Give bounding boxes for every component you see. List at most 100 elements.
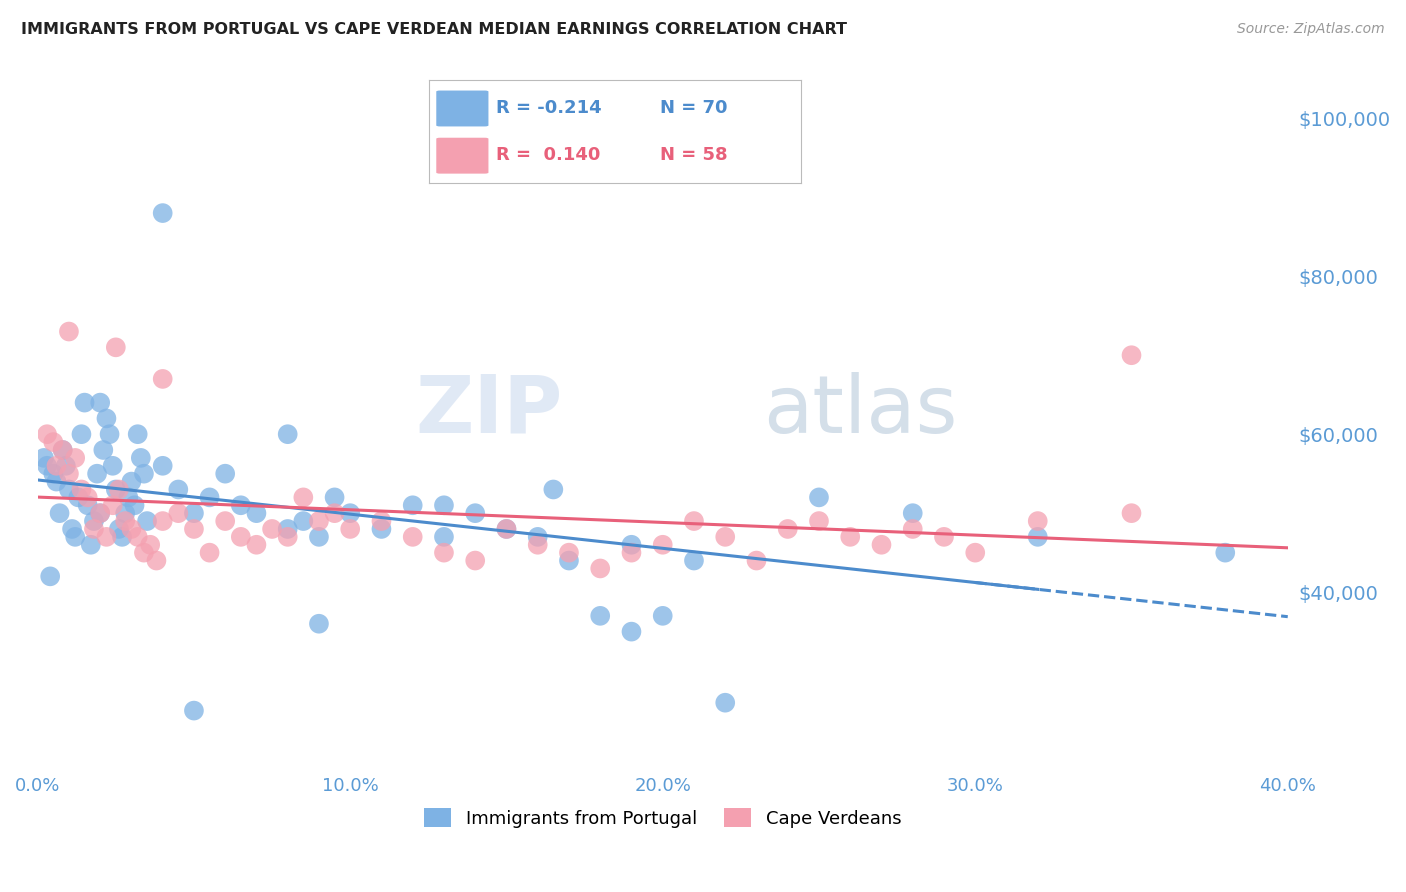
Point bbox=[45, 458, 67, 473]
Point bbox=[86, 467, 108, 481]
Point bbox=[114, 514, 136, 528]
Point bbox=[464, 553, 486, 567]
Point bbox=[776, 522, 799, 536]
Point bbox=[124, 498, 146, 512]
Point bbox=[245, 538, 267, 552]
Point bbox=[370, 514, 392, 528]
Point bbox=[683, 553, 706, 567]
Point bbox=[58, 467, 80, 481]
Point bbox=[245, 506, 267, 520]
Point bbox=[108, 522, 131, 536]
Point bbox=[198, 491, 221, 505]
Text: R = -0.214: R = -0.214 bbox=[496, 100, 602, 118]
Point bbox=[464, 506, 486, 520]
Point bbox=[932, 530, 955, 544]
Text: R =  0.140: R = 0.140 bbox=[496, 145, 600, 163]
Point bbox=[198, 546, 221, 560]
Point bbox=[433, 530, 456, 544]
Point bbox=[323, 491, 346, 505]
Point bbox=[651, 608, 673, 623]
Point bbox=[683, 514, 706, 528]
Point bbox=[132, 467, 155, 481]
Point bbox=[277, 522, 299, 536]
Point bbox=[402, 498, 425, 512]
Point bbox=[83, 522, 105, 536]
Point bbox=[55, 458, 77, 473]
Point bbox=[96, 530, 118, 544]
Point bbox=[183, 506, 205, 520]
Point bbox=[167, 506, 190, 520]
FancyBboxPatch shape bbox=[436, 91, 488, 127]
Point bbox=[807, 514, 830, 528]
Point bbox=[589, 608, 612, 623]
Point bbox=[120, 522, 142, 536]
Legend: Immigrants from Portugal, Cape Verdeans: Immigrants from Portugal, Cape Verdeans bbox=[418, 801, 908, 835]
Point bbox=[277, 427, 299, 442]
Point bbox=[308, 514, 330, 528]
Point bbox=[52, 442, 75, 457]
Point bbox=[229, 498, 252, 512]
Point bbox=[67, 491, 90, 505]
Point bbox=[39, 569, 62, 583]
Point bbox=[308, 530, 330, 544]
Point bbox=[339, 506, 361, 520]
FancyBboxPatch shape bbox=[436, 137, 488, 174]
Point bbox=[152, 514, 174, 528]
Text: atlas: atlas bbox=[762, 371, 957, 450]
Point bbox=[901, 522, 924, 536]
Point bbox=[433, 498, 456, 512]
Point bbox=[839, 530, 862, 544]
Point bbox=[870, 538, 893, 552]
Point bbox=[104, 483, 127, 497]
Point bbox=[183, 704, 205, 718]
Point bbox=[807, 491, 830, 505]
Point bbox=[80, 538, 103, 552]
Point bbox=[152, 372, 174, 386]
Point bbox=[1121, 506, 1143, 520]
Point bbox=[495, 522, 517, 536]
Point bbox=[589, 561, 612, 575]
Point bbox=[214, 514, 236, 528]
Point bbox=[402, 530, 425, 544]
Point bbox=[558, 553, 581, 567]
Point bbox=[117, 491, 139, 505]
Point bbox=[129, 450, 152, 465]
Point bbox=[111, 530, 134, 544]
Point bbox=[292, 491, 315, 505]
Text: N = 58: N = 58 bbox=[659, 145, 727, 163]
Point bbox=[1026, 530, 1049, 544]
Point bbox=[495, 522, 517, 536]
Point bbox=[292, 514, 315, 528]
Point bbox=[96, 411, 118, 425]
Text: ZIP: ZIP bbox=[415, 371, 562, 450]
Point bbox=[76, 498, 98, 512]
Point bbox=[108, 483, 131, 497]
Point bbox=[70, 483, 93, 497]
Point bbox=[35, 458, 58, 473]
Point bbox=[58, 325, 80, 339]
Point bbox=[620, 538, 643, 552]
Point bbox=[262, 522, 284, 536]
Point bbox=[98, 427, 121, 442]
Point bbox=[60, 522, 83, 536]
Point bbox=[1213, 546, 1236, 560]
Point bbox=[543, 483, 565, 497]
Point bbox=[101, 498, 124, 512]
Point bbox=[83, 514, 105, 528]
Point bbox=[433, 546, 456, 560]
Point bbox=[73, 395, 96, 409]
Point bbox=[620, 546, 643, 560]
Point bbox=[120, 475, 142, 489]
Point bbox=[101, 458, 124, 473]
Point bbox=[901, 506, 924, 520]
Point bbox=[214, 467, 236, 481]
Point bbox=[127, 530, 149, 544]
Point bbox=[32, 450, 55, 465]
Point bbox=[152, 458, 174, 473]
Point bbox=[42, 467, 65, 481]
Point bbox=[63, 530, 86, 544]
Point bbox=[76, 491, 98, 505]
Point bbox=[308, 616, 330, 631]
Point bbox=[229, 530, 252, 544]
Point bbox=[63, 450, 86, 465]
